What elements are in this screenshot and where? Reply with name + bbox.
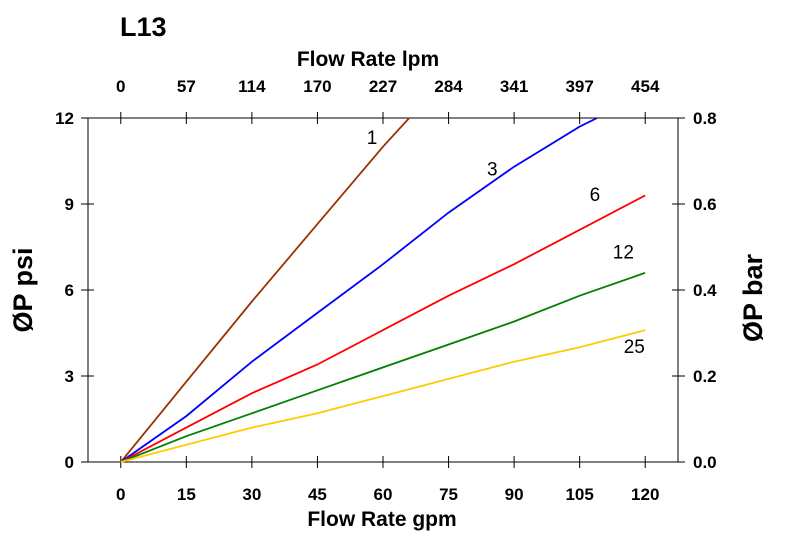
- x-tick-label: 60: [374, 485, 393, 504]
- x2-tick-label: 341: [500, 77, 528, 96]
- series-label-1: 1: [367, 128, 378, 149]
- x-tick-label: 105: [565, 485, 593, 504]
- x-tick-label: 120: [631, 485, 659, 504]
- x2-tick-label: 284: [434, 77, 463, 96]
- y-tick-label: 6: [65, 281, 74, 300]
- y-tick-label: 3: [65, 367, 74, 386]
- x-tick-label: 75: [439, 485, 458, 504]
- chart-title: L13: [120, 12, 167, 42]
- x-tick-label: 90: [505, 485, 524, 504]
- x2-tick-label: 114: [238, 77, 266, 96]
- plot-frame: [87, 117, 679, 463]
- x2-tick-label: 0: [116, 77, 125, 96]
- x-tick-label: 45: [308, 485, 327, 504]
- y2-tick-label: 0.8: [693, 109, 717, 128]
- x-tick-label: 0: [116, 485, 125, 504]
- x-tick-label: 15: [177, 485, 196, 504]
- y-tick-label: 12: [55, 109, 74, 128]
- series-label-3: 3: [487, 159, 498, 180]
- x-tick-label: 30: [242, 485, 261, 504]
- series-line-25: [120, 329, 646, 463]
- bottom-axis-title: Flow Rate gpm: [307, 508, 456, 531]
- x2-tick-label: 227: [369, 77, 397, 96]
- series-line-3: [120, 117, 598, 463]
- y2-tick-label: 0.4: [693, 281, 717, 300]
- series-line-1: [120, 117, 410, 463]
- series-line-12: [120, 271, 646, 463]
- y-tick-label: 9: [65, 195, 74, 214]
- y2-tick-label: 0.0: [693, 453, 717, 472]
- y-tick-label: 0: [65, 453, 74, 472]
- x2-tick-label: 454: [631, 77, 660, 96]
- y2-tick-label: 0.2: [693, 367, 717, 386]
- series-label-12: 12: [613, 242, 634, 263]
- series-label-25: 25: [624, 337, 645, 358]
- left-axis-title: ØP psi: [8, 247, 38, 332]
- y2-tick-label: 0.6: [693, 195, 717, 214]
- x2-tick-label: 170: [303, 77, 331, 96]
- series-label-6: 6: [590, 185, 601, 206]
- right-axis-title: ØP bar: [738, 253, 768, 342]
- x2-tick-label: 57: [177, 77, 196, 96]
- series-line-6: [120, 194, 646, 463]
- x2-tick-label: 397: [565, 77, 593, 96]
- top-axis-title: Flow Rate lpm: [297, 48, 439, 71]
